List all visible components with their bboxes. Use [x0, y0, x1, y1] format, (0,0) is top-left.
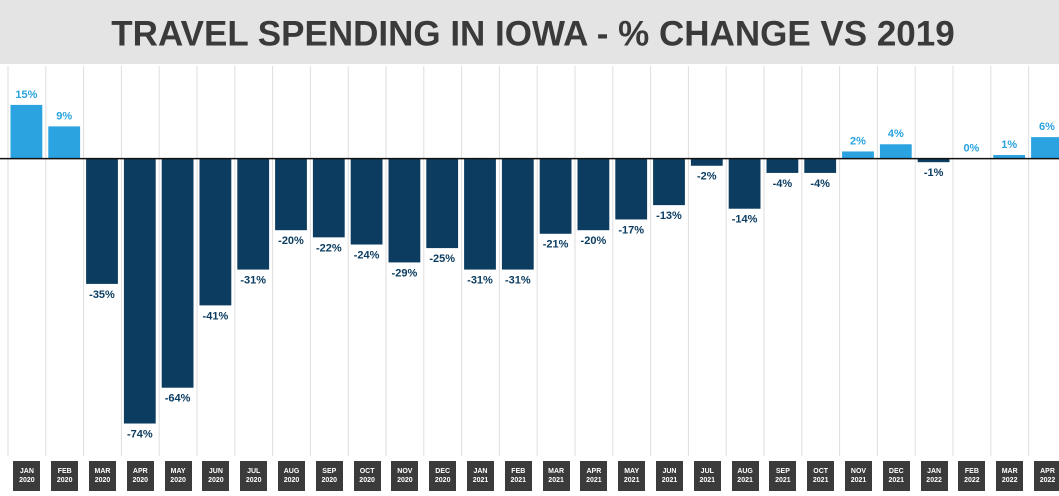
x-tick-label: MAY 2020 — [164, 461, 192, 491]
value-label: 1% — [1001, 139, 1017, 151]
bar — [350, 158, 383, 245]
value-label: -13% — [656, 210, 682, 222]
bar — [48, 126, 81, 159]
bar — [539, 158, 572, 234]
x-tick-label: MAR 2022 — [996, 461, 1024, 491]
bar — [879, 144, 912, 159]
bar — [993, 155, 1026, 159]
x-tick-label: APR 2021 — [580, 461, 608, 491]
bar — [426, 158, 459, 249]
x-tick-label: JAN 2022 — [920, 461, 948, 491]
x-tick-label: NOV 2020 — [391, 461, 419, 491]
value-label: -31% — [467, 274, 493, 286]
value-label: -35% — [89, 289, 115, 301]
bar — [123, 158, 156, 424]
bar — [766, 158, 799, 173]
bar — [577, 158, 610, 231]
x-tick-label: DEC 2021 — [882, 461, 910, 491]
x-tick-label: NOV 2021 — [845, 461, 872, 491]
value-label: 0% — [963, 143, 979, 155]
x-tick-label: MAY 2021 — [618, 461, 646, 491]
value-label: -21% — [543, 239, 569, 251]
value-label: -20% — [278, 235, 304, 247]
bar — [86, 158, 118, 284]
bar — [917, 158, 950, 163]
x-tick-label: JUN 2020 — [202, 461, 230, 491]
value-label: -4% — [773, 178, 793, 190]
value-label: -17% — [618, 224, 644, 236]
bar — [653, 158, 685, 206]
value-label: -64% — [165, 393, 191, 405]
x-tick-label: MAR 2021 — [542, 461, 570, 491]
bar — [388, 158, 421, 263]
bar — [501, 158, 534, 270]
x-tick-label: SEP 2021 — [769, 461, 797, 491]
chart-title: TRAVEL SPENDING IN IOWA - % CHANGE VS 20… — [111, 14, 954, 53]
value-label: -41% — [203, 310, 229, 322]
title-band — [0, 0, 1059, 64]
bar — [464, 158, 496, 270]
x-tick-label: FEB 2021 — [504, 461, 532, 491]
bar — [804, 158, 837, 173]
x-tick-label: AUG 2020 — [278, 461, 305, 491]
x-tick-label: JUL 2021 — [693, 461, 721, 491]
x-tick-label: SEP 2020 — [315, 461, 343, 491]
x-tick-label: APR 2022 — [1034, 461, 1059, 491]
value-label: -20% — [581, 235, 607, 247]
x-tick-label: AUG 2021 — [731, 461, 759, 491]
x-tick-label: JUN 2021 — [656, 461, 683, 491]
value-label: 15% — [15, 89, 37, 101]
value-label: 2% — [850, 135, 866, 147]
value-label: -22% — [316, 242, 342, 254]
value-label: -1% — [924, 167, 944, 179]
value-label: -14% — [732, 214, 758, 226]
bar — [1031, 137, 1059, 159]
x-tick-label: APR 2020 — [126, 461, 154, 491]
x-tick-label: FEB 2022 — [958, 461, 986, 491]
value-label: -4% — [810, 178, 830, 190]
bar — [199, 158, 232, 306]
value-label: 6% — [1039, 121, 1055, 133]
x-tick-label: JAN 2020 — [13, 461, 41, 491]
x-tick-label: OCT 2021 — [807, 461, 835, 491]
value-label: -31% — [240, 274, 266, 286]
x-tick-label: FEB 2020 — [51, 461, 79, 491]
value-label: -31% — [505, 274, 531, 286]
bar — [312, 158, 345, 238]
bar — [842, 151, 874, 159]
x-tick-label: DEC 2020 — [429, 461, 457, 491]
value-label: 4% — [888, 128, 904, 140]
x-tick-label: JAN 2021 — [467, 461, 494, 491]
x-tick-label: OCT 2020 — [353, 461, 381, 491]
value-label: -24% — [354, 249, 380, 261]
bar — [161, 158, 194, 388]
bar — [237, 158, 270, 270]
bar — [728, 158, 761, 209]
value-label: 9% — [56, 110, 72, 122]
value-label: -74% — [127, 428, 153, 440]
bar — [10, 104, 43, 159]
x-tick-label: MAR 2020 — [89, 461, 116, 491]
value-label: -29% — [392, 267, 418, 279]
bar — [615, 158, 648, 220]
x-tick-label: JUL 2020 — [240, 461, 268, 491]
value-label: -2% — [697, 171, 717, 183]
value-label: -25% — [429, 253, 455, 265]
bar — [275, 158, 307, 231]
bar — [690, 158, 723, 166]
